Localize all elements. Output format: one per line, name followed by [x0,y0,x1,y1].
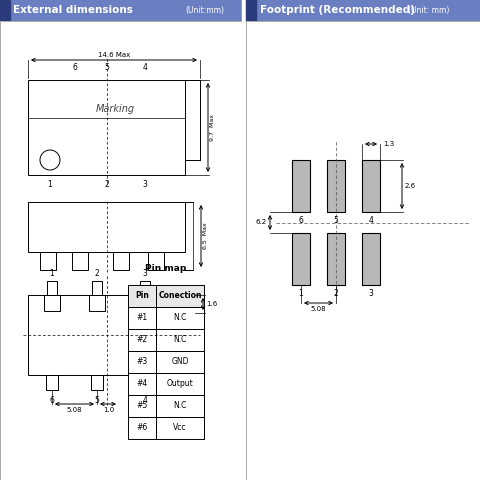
Bar [140,281,150,295]
Bar [128,329,156,351]
Text: (Unit: mm): (Unit: mm) [408,6,449,15]
Bar [28,80,185,175]
Bar [139,375,151,390]
Text: #4: #4 [136,380,148,388]
Bar [156,373,204,395]
Text: 4: 4 [143,63,147,72]
Bar [128,285,156,307]
Text: 5: 5 [334,216,338,225]
Text: Vcc: Vcc [173,423,187,432]
Text: 6.2: 6.2 [256,219,267,226]
Bar [242,0,246,22]
Text: Output: Output [167,380,193,388]
Text: 6: 6 [72,63,77,72]
Bar [89,295,105,311]
Text: Pin map: Pin map [145,264,187,273]
Text: External dimensions: External dimensions [13,5,133,15]
Text: 2.6: 2.6 [405,183,416,189]
Text: #6: #6 [136,423,148,432]
Text: Conection: Conection [158,291,202,300]
Bar [292,160,310,212]
Bar [128,395,156,417]
Text: N.C: N.C [173,336,187,345]
Bar [128,373,156,395]
Bar [128,417,156,439]
Bar [246,0,256,22]
Text: 3: 3 [143,269,147,278]
Text: 5: 5 [105,63,109,72]
Bar [156,285,204,307]
Bar [46,375,58,390]
Bar [362,233,380,285]
Text: 5: 5 [95,396,99,405]
Bar [0,0,10,22]
Bar [40,252,56,270]
Bar [128,307,156,329]
Bar [0,0,242,22]
Text: 1: 1 [299,289,303,298]
Text: N.C: N.C [173,401,187,410]
Text: 2: 2 [334,289,338,298]
Text: 6: 6 [299,216,303,225]
Bar [92,281,102,295]
Text: #1: #1 [136,313,147,323]
Text: Marking: Marking [96,104,134,113]
Bar [156,395,204,417]
Bar [72,252,88,270]
Text: 9.7  Max: 9.7 Max [210,114,215,141]
Text: 1: 1 [48,180,52,189]
Bar [91,375,103,390]
Text: (Unit:mm): (Unit:mm) [185,6,224,15]
Text: 4: 4 [369,216,373,225]
Text: #3: #3 [136,358,148,367]
Text: 2: 2 [105,180,109,189]
Bar [292,233,310,285]
Text: 6.5  Max: 6.5 Max [203,223,208,250]
Bar [156,417,204,439]
Bar [128,351,156,373]
Bar [327,160,345,212]
Text: 5.08: 5.08 [311,306,326,312]
Text: 6: 6 [49,396,54,405]
Text: N.C: N.C [173,313,187,323]
Bar [156,307,204,329]
Bar [28,295,195,375]
Bar [148,252,164,270]
Text: 2: 2 [95,269,99,278]
Text: 1: 1 [49,269,54,278]
Text: 4: 4 [143,396,147,405]
Text: 5.08: 5.08 [66,407,82,413]
Bar [28,202,185,252]
Text: Footprint (Recommended): Footprint (Recommended) [260,5,415,15]
Text: 1.3: 1.3 [383,141,394,147]
Text: Pin: Pin [135,291,149,300]
Bar [137,295,153,311]
Bar [156,351,204,373]
Text: #5: #5 [136,401,148,410]
Bar [156,329,204,351]
Bar [327,233,345,285]
Text: #2: #2 [136,336,147,345]
Text: 3: 3 [143,180,147,189]
Bar [113,252,129,270]
Text: 1.0: 1.0 [103,407,115,413]
Bar [44,295,60,311]
Text: GND: GND [171,358,189,367]
Text: 14.6 Max: 14.6 Max [98,52,130,58]
Bar [246,0,480,22]
Bar [362,160,380,212]
Text: 3: 3 [369,289,373,298]
Bar [47,281,57,295]
Text: 1.6: 1.6 [206,301,217,307]
